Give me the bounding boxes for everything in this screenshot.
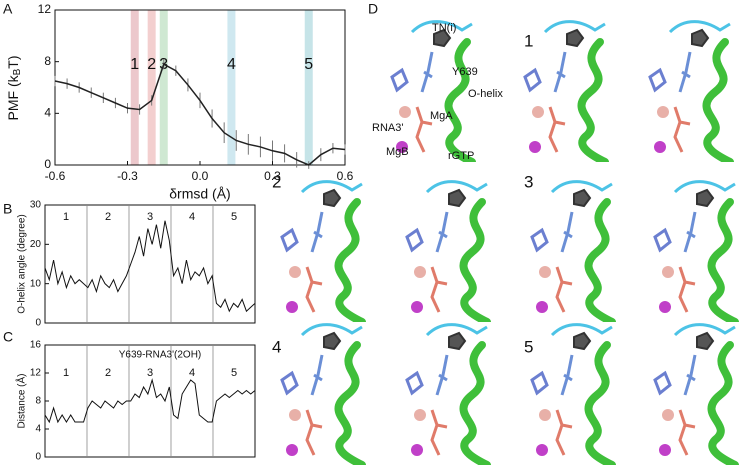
segment-label: 4 <box>189 367 195 379</box>
y-tick-label: 4 <box>44 106 51 120</box>
segment-label: 2 <box>105 211 111 223</box>
structure-image <box>655 325 735 465</box>
label: TN(i) <box>432 22 456 34</box>
segment-label: 4 <box>189 211 195 223</box>
x-tick-label: -0.3 <box>117 169 138 183</box>
structure-image <box>407 182 487 322</box>
trace-line <box>44 378 256 424</box>
y-axis-label: O-helix angle (degree) <box>17 214 28 314</box>
highlight-band <box>130 10 139 165</box>
y-tick-label: 0 <box>44 157 51 171</box>
plot-frame <box>54 9 346 166</box>
state-labels: 1 2 3 4 5 <box>272 31 533 356</box>
panel-label: D <box>368 1 378 17</box>
label: MgB <box>386 146 409 158</box>
highlight-label: 2 <box>147 56 156 73</box>
y-tick-label: 12 <box>30 368 42 379</box>
label: Y639 <box>452 66 478 78</box>
segment-label: 5 <box>231 367 237 379</box>
y-axis-label: PMF (kBT) <box>5 56 23 121</box>
panel-label: C <box>3 329 13 345</box>
segment-label: 1 <box>63 211 69 223</box>
highlight-label: 4 <box>227 56 236 73</box>
y-tick-label: 0 <box>35 318 41 329</box>
highlight-band <box>147 10 156 165</box>
segment-label: 3 <box>147 367 153 379</box>
y-axis-label: Distance (Å) <box>15 373 28 428</box>
panel-label: B <box>3 201 12 217</box>
segment-label: 3 <box>147 211 153 223</box>
y-tick-label: 4 <box>35 424 41 435</box>
structure-image <box>282 325 362 465</box>
label: rGTP <box>448 150 474 162</box>
state-label: 4 <box>272 337 281 356</box>
segment-label: 5 <box>231 211 237 223</box>
state-label: 5 <box>524 337 533 356</box>
plot-frame <box>44 204 256 324</box>
y-tick-label: 20 <box>30 239 42 250</box>
y-tick-label: 8 <box>44 54 51 68</box>
trace-line <box>44 220 256 313</box>
structure-labels: TN(i) Y639 O-helix RNA3' MgA MgB rGTP <box>372 22 503 162</box>
x-axis-label: δrmsd (Å) <box>169 186 230 202</box>
highlight-band <box>227 10 236 165</box>
structure-image <box>655 182 735 322</box>
y-tick-label: 8 <box>35 396 41 407</box>
label: O-helix <box>468 88 503 100</box>
segment-label: 2 <box>105 367 111 379</box>
segment-label: 1 <box>63 367 69 379</box>
y-tick-label: 30 <box>30 200 42 211</box>
y-tick-label: 0 <box>35 452 41 463</box>
x-tick-label: 0.6 <box>337 169 354 183</box>
structure-image <box>282 182 362 322</box>
structure-image <box>650 22 730 162</box>
state-label: 3 <box>524 172 533 191</box>
plot-frame <box>44 344 256 458</box>
y-tick-label: 12 <box>38 2 52 16</box>
structure-image <box>532 182 612 322</box>
state-label: 1 <box>524 31 533 50</box>
highlight-label: 5 <box>304 56 313 73</box>
annotation: Y639-RNA3'(2OH) <box>119 350 202 361</box>
y-label-part: T) <box>5 56 21 69</box>
panel-label: A <box>3 1 13 17</box>
structure-image <box>407 325 487 465</box>
structure-image <box>392 22 472 162</box>
y-label-part: PMF (k <box>5 74 21 120</box>
highlight-band <box>159 10 168 165</box>
x-tick-label: 0.3 <box>264 169 281 183</box>
line <box>54 63 346 166</box>
structure-image <box>532 325 612 465</box>
y-tick-label: 10 <box>30 278 42 289</box>
x-tick-label: 0.0 <box>192 169 209 183</box>
state-label: 2 <box>272 172 281 191</box>
highlight-label: 1 <box>130 56 139 73</box>
structure-image <box>525 22 605 162</box>
y-label-part: B <box>12 68 23 75</box>
label: MgA <box>430 110 453 122</box>
highlight-band <box>304 10 313 165</box>
y-tick-label: 16 <box>30 340 42 351</box>
label: RNA3' <box>372 122 403 134</box>
x-tick-label: -0.6 <box>45 169 66 183</box>
